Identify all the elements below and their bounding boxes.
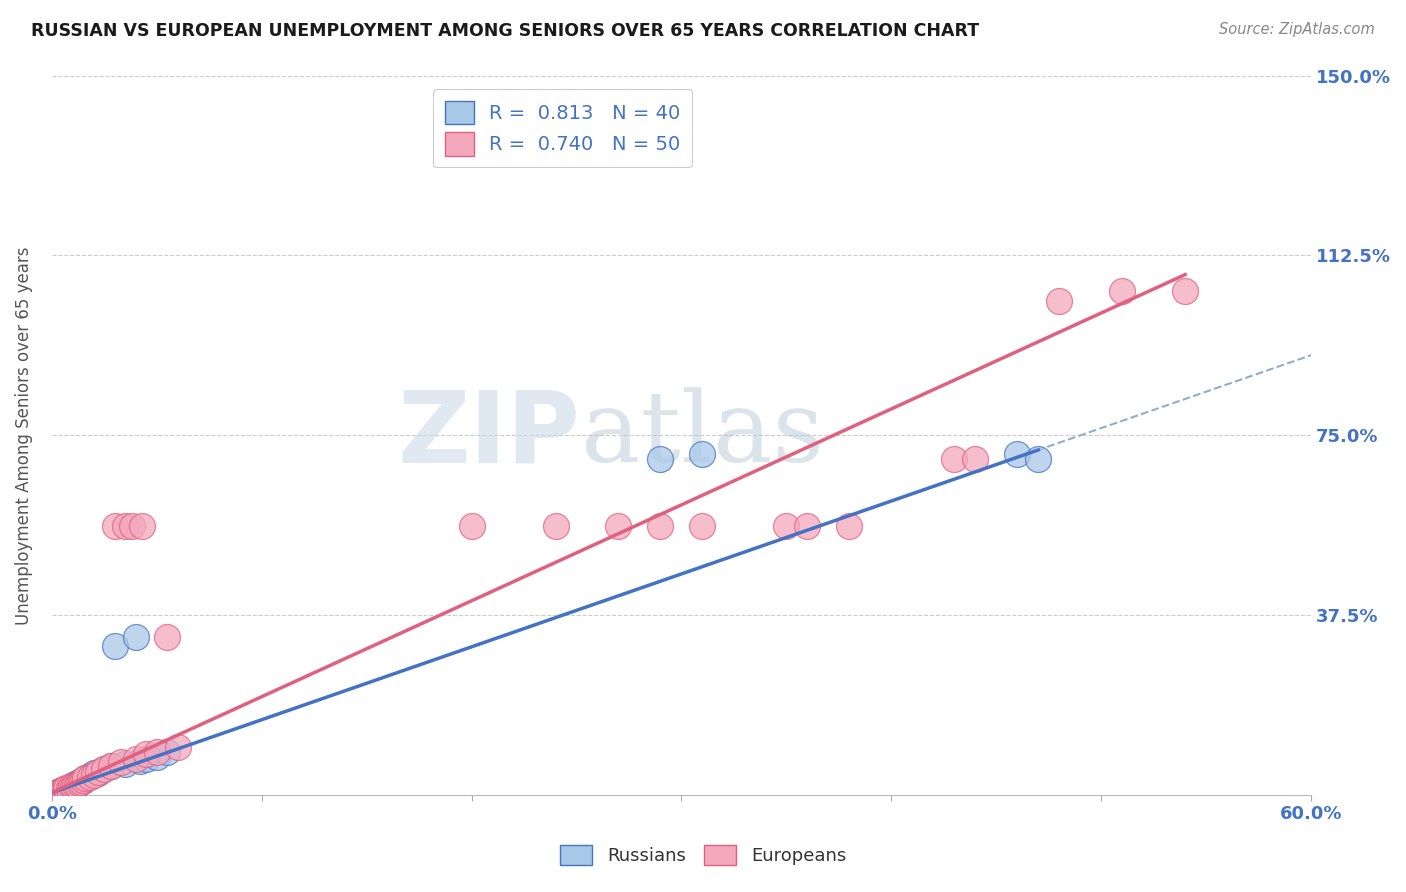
Point: [796, 519, 818, 533]
Point: [965, 452, 987, 467]
Point: [62, 780, 84, 794]
Point: [93, 762, 115, 776]
Point: [125, 752, 148, 766]
Point: [104, 519, 127, 533]
Point: [87, 766, 110, 780]
Point: [53, 783, 76, 797]
Point: [110, 756, 132, 770]
Point: [692, 519, 714, 533]
Point: [49, 785, 72, 799]
Point: [51, 786, 73, 800]
Point: [53, 785, 76, 799]
Point: [544, 519, 567, 533]
Point: [838, 519, 860, 533]
Text: ZIP: ZIP: [398, 387, 581, 483]
Point: [460, 519, 482, 533]
Point: [1007, 448, 1029, 462]
Point: [70, 773, 93, 788]
Point: [650, 452, 672, 467]
Text: atlas: atlas: [581, 387, 824, 483]
Point: [83, 768, 105, 782]
Point: [1174, 285, 1197, 299]
Point: [100, 759, 122, 773]
Point: [49, 784, 72, 798]
Point: [156, 745, 179, 759]
Point: [75, 772, 97, 786]
Point: [75, 772, 97, 786]
Legend: R =  0.813   N = 40, R =  0.740   N = 50: R = 0.813 N = 40, R = 0.740 N = 50: [433, 89, 692, 168]
Point: [114, 519, 136, 533]
Point: [62, 780, 84, 794]
Point: [51, 784, 73, 798]
Point: [46, 785, 69, 799]
Point: [125, 630, 148, 644]
Point: [58, 781, 80, 796]
Point: [55, 781, 77, 796]
Point: [93, 762, 115, 776]
Point: [46, 786, 69, 800]
Point: [607, 519, 630, 533]
Point: [104, 640, 127, 654]
Point: [63, 779, 86, 793]
Point: [53, 783, 76, 797]
Point: [51, 783, 73, 797]
Point: [67, 776, 90, 790]
Point: [63, 777, 86, 791]
Point: [59, 780, 82, 795]
Point: [55, 782, 77, 797]
Point: [79, 769, 101, 783]
Point: [1047, 293, 1070, 308]
Point: [62, 779, 84, 793]
Y-axis label: Unemployment Among Seniors over 65 years: Unemployment Among Seniors over 65 years: [15, 246, 32, 624]
Point: [692, 448, 714, 462]
Point: [121, 519, 143, 533]
Point: [943, 452, 966, 467]
Point: [45, 786, 67, 800]
Point: [135, 752, 157, 766]
Point: [131, 519, 153, 533]
Legend: Russians, Europeans: Russians, Europeans: [553, 838, 853, 872]
Point: [145, 745, 167, 759]
Point: [100, 759, 122, 773]
Point: [67, 776, 90, 790]
Point: [51, 785, 73, 799]
Point: [55, 783, 77, 797]
Point: [775, 519, 797, 533]
Point: [66, 777, 89, 791]
Point: [129, 755, 152, 769]
Point: [1026, 452, 1049, 467]
Point: [49, 785, 72, 799]
Point: [45, 787, 67, 801]
Point: [166, 740, 188, 755]
Point: [53, 782, 76, 797]
Point: [72, 772, 94, 787]
Point: [156, 630, 179, 644]
Point: [79, 770, 101, 784]
Point: [42, 786, 65, 800]
Point: [45, 786, 67, 800]
Point: [72, 773, 94, 788]
Point: [650, 519, 672, 533]
Point: [66, 776, 89, 790]
Point: [46, 785, 69, 799]
Point: [46, 785, 69, 799]
Point: [70, 774, 93, 789]
Point: [59, 780, 82, 794]
Point: [58, 783, 80, 797]
Point: [145, 749, 167, 764]
Point: [87, 765, 110, 780]
Text: Source: ZipAtlas.com: Source: ZipAtlas.com: [1219, 22, 1375, 37]
Point: [135, 747, 157, 762]
Point: [49, 786, 72, 800]
Point: [114, 756, 136, 771]
Point: [45, 786, 67, 800]
Point: [58, 780, 80, 795]
Point: [55, 782, 77, 797]
Point: [1111, 285, 1133, 299]
Point: [83, 766, 105, 780]
Point: [42, 787, 65, 801]
Text: RUSSIAN VS EUROPEAN UNEMPLOYMENT AMONG SENIORS OVER 65 YEARS CORRELATION CHART: RUSSIAN VS EUROPEAN UNEMPLOYMENT AMONG S…: [31, 22, 979, 40]
